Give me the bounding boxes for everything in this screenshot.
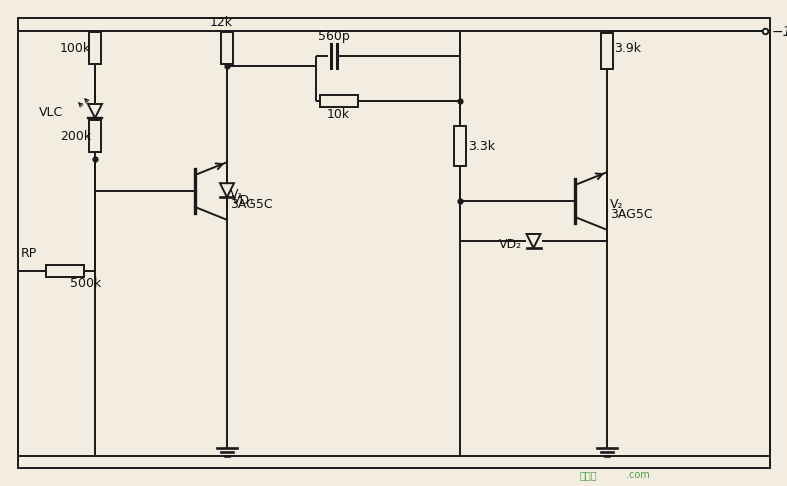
Text: 200k: 200k xyxy=(60,130,91,143)
Bar xyxy=(221,33,233,65)
Text: V₂: V₂ xyxy=(610,197,623,210)
Text: 3AG5C: 3AG5C xyxy=(610,208,652,222)
Bar xyxy=(454,126,466,166)
Polygon shape xyxy=(220,183,234,197)
Text: 3AG5C: 3AG5C xyxy=(230,198,272,211)
Text: 100k: 100k xyxy=(60,42,91,55)
Text: 3.9k: 3.9k xyxy=(614,42,641,55)
Text: 560p: 560p xyxy=(318,30,349,43)
Bar xyxy=(89,33,101,65)
Text: .com: .com xyxy=(626,470,650,480)
Bar xyxy=(89,121,101,153)
Bar xyxy=(601,33,613,69)
Text: VD₂: VD₂ xyxy=(498,239,522,251)
Text: 10k: 10k xyxy=(327,108,350,121)
Bar xyxy=(320,95,357,107)
Text: VLC: VLC xyxy=(39,106,63,120)
Bar xyxy=(46,265,84,277)
Text: 3.3k: 3.3k xyxy=(468,139,495,153)
Text: 500k: 500k xyxy=(70,277,102,290)
Polygon shape xyxy=(527,234,541,248)
Text: V₁: V₁ xyxy=(230,188,243,201)
Polygon shape xyxy=(88,104,102,118)
Text: RP: RP xyxy=(21,247,37,260)
Text: VD₁: VD₁ xyxy=(232,194,255,207)
Text: 12k: 12k xyxy=(209,16,232,29)
Text: 接线图: 接线图 xyxy=(580,470,597,480)
Text: −12V: −12V xyxy=(772,25,787,39)
